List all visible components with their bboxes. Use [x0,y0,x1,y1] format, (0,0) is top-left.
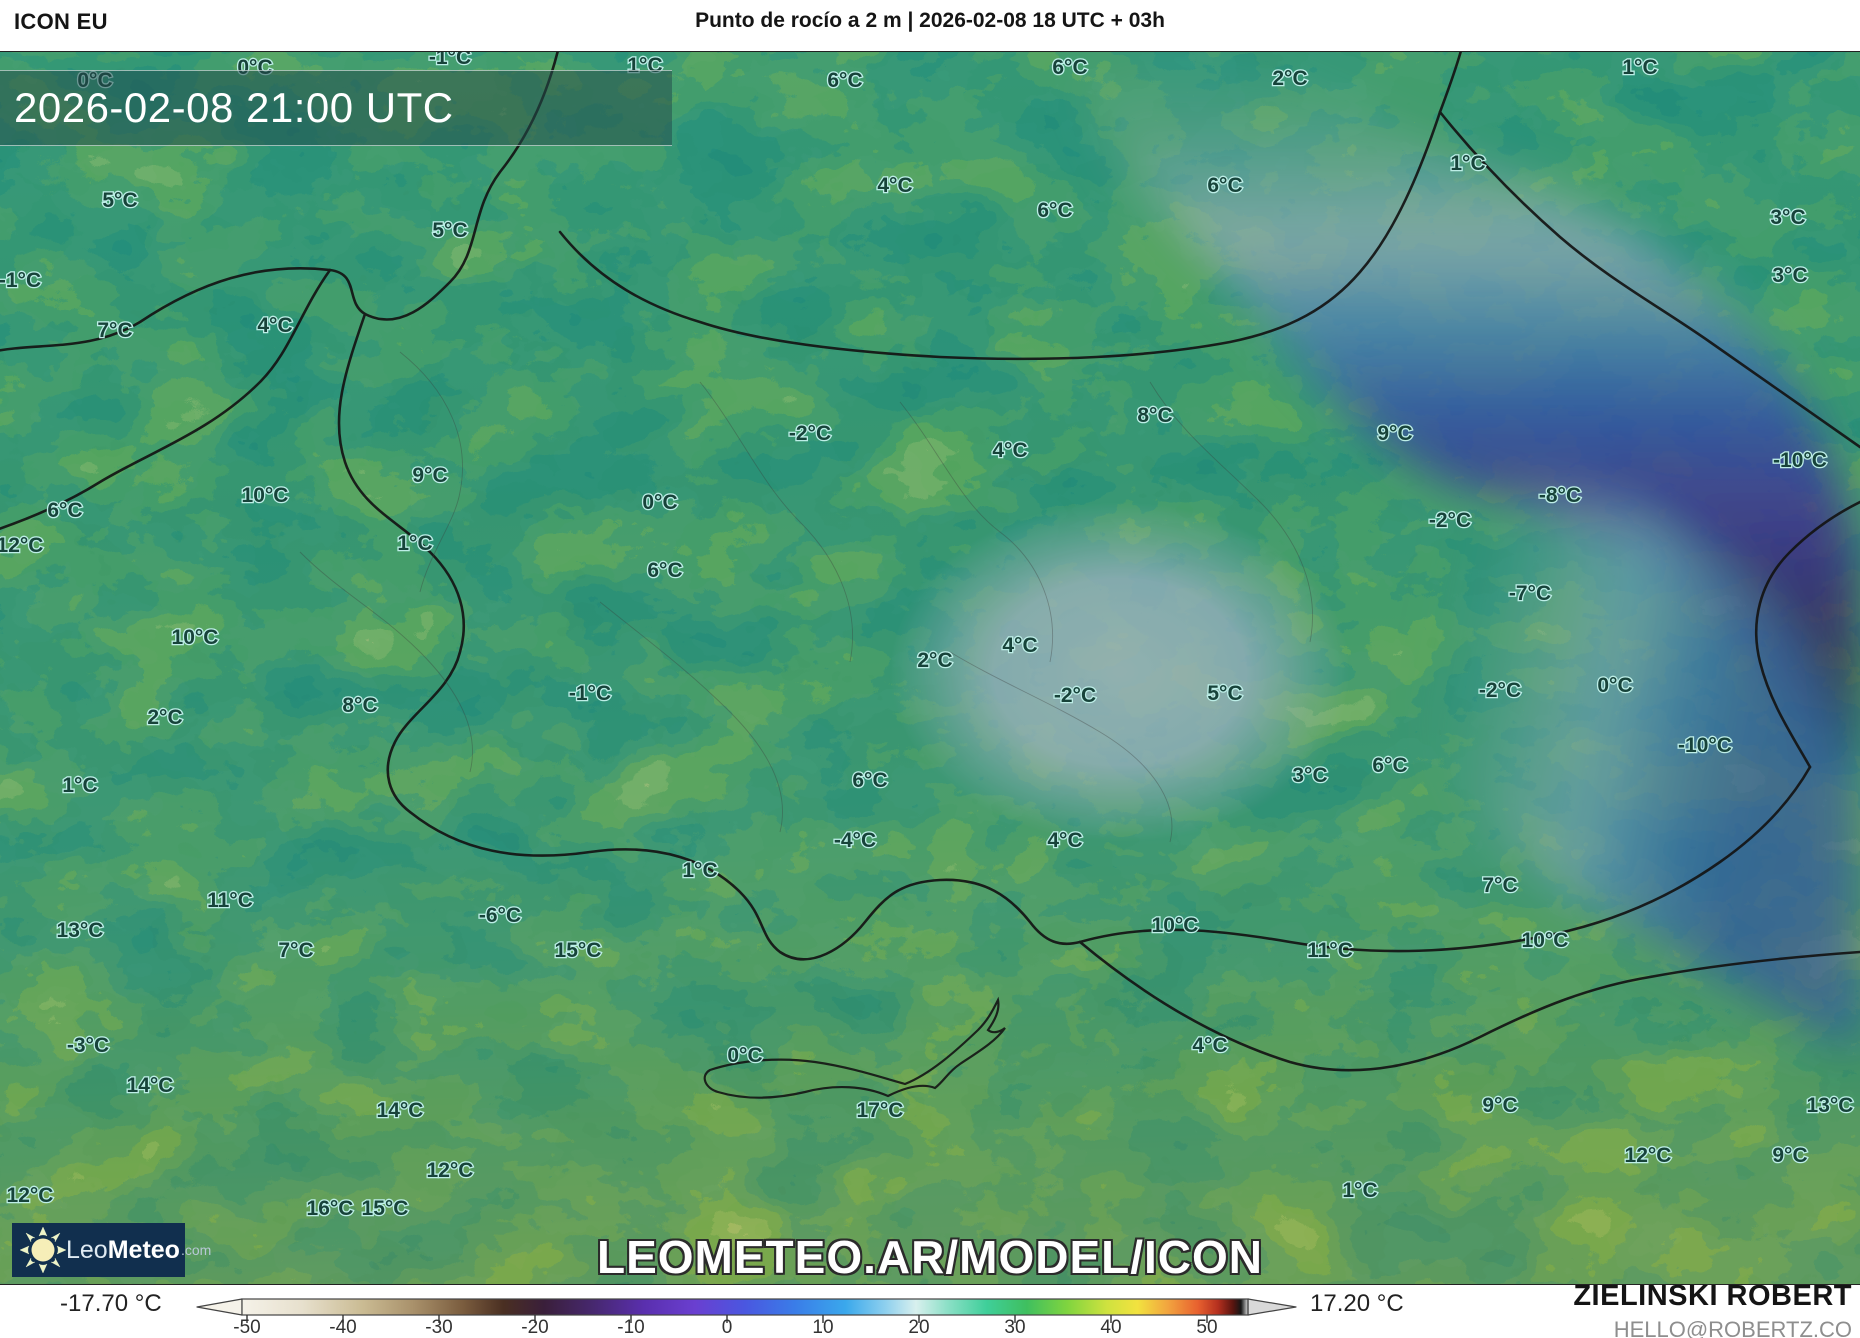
svg-text:6°C: 6°C [1372,754,1407,777]
svg-text:1°C: 1°C [682,859,717,882]
svg-text:2°C: 2°C [1272,67,1307,90]
svg-text:12°C: 12°C [1625,1144,1672,1167]
svg-text:3°C: 3°C [1770,206,1805,229]
svg-text:5°C: 5°C [432,219,467,242]
svg-text:4°C: 4°C [257,314,292,337]
svg-text:1°C: 1°C [397,532,432,555]
svg-text:6°C: 6°C [827,69,862,92]
svg-text:10°C: 10°C [242,484,289,507]
svg-text:7°C: 7°C [97,319,132,342]
svg-text:4°C: 4°C [1002,634,1037,657]
svg-text:6°C: 6°C [1052,56,1087,79]
svg-text:11°C: 11°C [207,889,253,912]
svg-text:5°C: 5°C [1207,682,1242,705]
svg-text:6°C: 6°C [1037,199,1072,222]
svg-text:0°C: 0°C [727,1044,762,1067]
svg-text:-1°C: -1°C [429,52,471,69]
svg-text:4°C: 4°C [1047,829,1082,852]
svg-text:10°C: 10°C [172,626,219,649]
svg-text:4°C: 4°C [1192,1034,1227,1057]
svg-text:3°C: 3°C [1772,264,1807,287]
svg-text:9°C: 9°C [1377,422,1412,445]
svg-text:-2°C: -2°C [1479,679,1521,702]
svg-text:4°C: 4°C [992,439,1027,462]
svg-text:6°C: 6°C [1207,174,1242,197]
svg-text:1°C: 1°C [62,774,97,797]
svg-text:-2°C: -2°C [1054,684,1096,707]
svg-text:8°C: 8°C [1137,404,1172,427]
svg-text:12°C: 12°C [0,534,43,557]
svg-text:0°C: 0°C [642,491,677,514]
svg-text:-2°C: -2°C [789,422,831,445]
svg-text:15°C: 15°C [555,939,602,962]
svg-text:7°C: 7°C [1482,874,1517,897]
svg-text:17°C: 17°C [857,1099,904,1122]
svg-text:-1°C: -1°C [569,682,611,705]
svg-text:0°C: 0°C [1597,674,1632,697]
svg-text:13°C: 13°C [57,919,104,942]
svg-text:12°C: 12°C [427,1159,474,1182]
svg-text:2°C: 2°C [147,706,182,729]
svg-text:-8°C: -8°C [1539,484,1581,507]
svg-text:9°C: 9°C [412,464,447,487]
svg-text:3°C: 3°C [1292,764,1327,787]
svg-text:1°C: 1°C [1622,56,1657,79]
svg-text:14°C: 14°C [127,1074,174,1097]
svg-text:1°C: 1°C [1450,152,1485,175]
svg-text:6°C: 6°C [647,559,682,582]
svg-text:2°C: 2°C [917,649,952,672]
svg-text:-7°C: -7°C [1509,582,1551,605]
svg-text:-4°C: -4°C [834,829,876,852]
svg-text:16°C: 16°C [307,1197,354,1220]
svg-text:9°C: 9°C [1772,1144,1807,1167]
svg-text:11°C: 11°C [1307,939,1353,962]
svg-text:12°C: 12°C [7,1184,54,1207]
svg-text:10°C: 10°C [1152,914,1199,937]
svg-text:14°C: 14°C [377,1099,424,1122]
svg-text:-10°C: -10°C [1773,449,1827,472]
svg-text:7°C: 7°C [278,939,313,962]
svg-text:-1°C: -1°C [0,269,41,292]
svg-text:10°C: 10°C [1522,929,1569,952]
svg-text:15°C: 15°C [362,1197,409,1220]
svg-text:6°C: 6°C [47,499,82,522]
svg-text:-10°C: -10°C [1678,734,1732,757]
svg-text:4°C: 4°C [877,174,912,197]
svg-text:13°C: 13°C [1807,1094,1854,1117]
svg-text:8°C: 8°C [342,694,377,717]
svg-text:-2°C: -2°C [1429,509,1471,532]
svg-text:-3°C: -3°C [67,1034,109,1057]
svg-text:1°C: 1°C [1342,1179,1377,1202]
svg-text:5°C: 5°C [102,189,137,212]
svg-text:9°C: 9°C [1482,1094,1517,1117]
svg-text:-6°C: -6°C [479,904,521,927]
svg-text:6°C: 6°C [852,769,887,792]
